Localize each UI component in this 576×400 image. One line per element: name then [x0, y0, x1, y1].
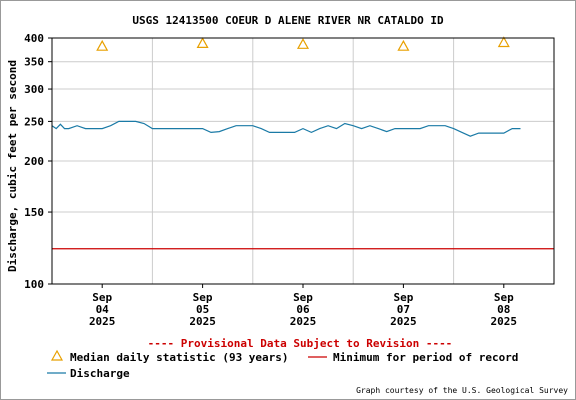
x-tick-label: 2025	[491, 315, 518, 328]
provisional-notice: ---- Provisional Data Subject to Revisio…	[148, 337, 453, 350]
x-tick-label: Sep	[193, 291, 213, 304]
y-tick-label: 150	[24, 206, 44, 219]
x-tick-label: 04	[96, 303, 110, 316]
y-tick-label: 400	[24, 32, 44, 45]
legend-median-label: Median daily statistic (93 years)	[70, 351, 289, 364]
y-tick-label: 200	[24, 155, 44, 168]
chart-title: USGS 12413500 COEUR D ALENE RIVER NR CAT…	[132, 14, 444, 27]
y-tick-label: 250	[24, 115, 44, 128]
median-marker	[397, 39, 410, 51]
x-tick-label: 2025	[189, 315, 216, 328]
x-tick-label: 06	[296, 303, 310, 316]
legend: Median daily statistic (93 years) Minimum…	[47, 349, 518, 380]
legend-minimum-label: Minimum for period of record	[333, 351, 518, 364]
x-axis-ticks: Sep042025Sep052025Sep062025Sep072025Sep0…	[89, 284, 517, 328]
x-tick-label: 07	[397, 303, 410, 316]
x-tick-label: Sep	[494, 291, 514, 304]
grid	[52, 38, 554, 284]
y-tick-label: 300	[24, 83, 44, 96]
x-tick-label: Sep	[92, 291, 112, 304]
credit-text: Graph courtesy of the U.S. Geological Su…	[356, 386, 568, 395]
y-axis-label: Discharge, cubic feet per second	[6, 60, 19, 272]
median-marker	[196, 37, 209, 49]
x-tick-label: 05	[196, 303, 209, 316]
discharge-series	[51, 120, 521, 137]
y-axis-ticks: 100 150 200 250 300 350 400	[24, 32, 52, 291]
median-marker	[497, 36, 510, 48]
y-tick-label: 350	[24, 56, 44, 69]
x-tick-label: 2025	[89, 315, 116, 328]
median-marker	[296, 38, 310, 49]
x-tick-label: Sep	[293, 291, 313, 304]
median-marker	[96, 39, 109, 51]
legend-discharge-label: Discharge	[70, 367, 130, 380]
discharge-line	[51, 120, 521, 137]
y-tick-label: 100	[24, 278, 44, 291]
x-tick-label: 08	[497, 303, 510, 316]
x-tick-label: 2025	[390, 315, 417, 328]
x-tick-label: 2025	[290, 315, 317, 328]
median-markers	[96, 36, 510, 51]
legend-median-symbol	[50, 349, 64, 361]
x-tick-label: Sep	[393, 291, 413, 304]
